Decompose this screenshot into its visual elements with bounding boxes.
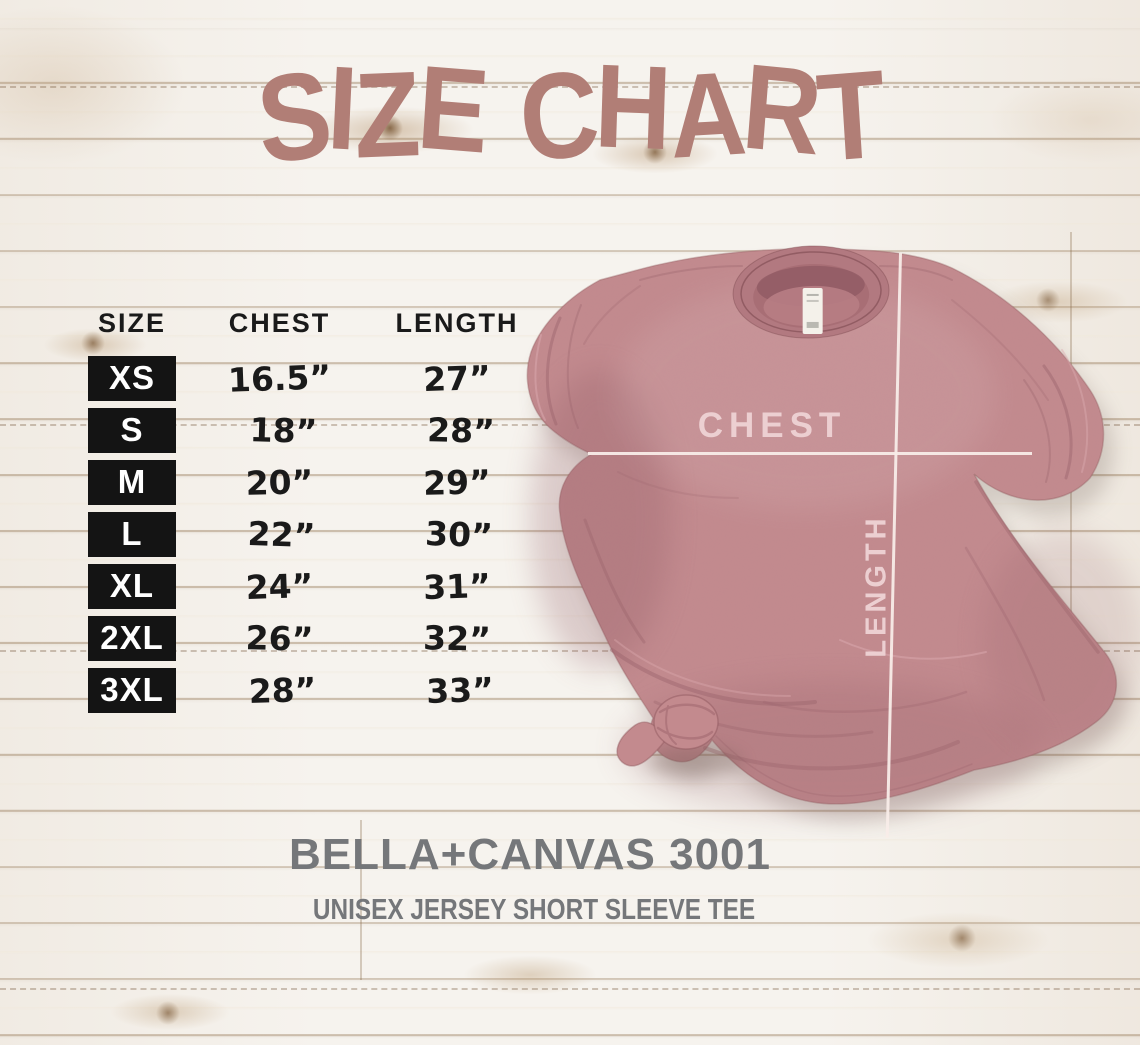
plank-crack (360, 820, 362, 980)
hem-knot (616, 694, 743, 777)
length-value: 33” (425, 669, 495, 711)
left-sleeve-cuff (534, 304, 582, 429)
chest-measure-line (588, 452, 1032, 455)
size-badge: 3XL (88, 667, 176, 713)
length-value: 32” (422, 617, 492, 659)
length-value: 31” (422, 565, 492, 607)
chest-value: 24” (245, 565, 314, 607)
shade-hem (620, 680, 1040, 816)
product-text: UNISEX JERSEY SHORT SLEEVE TEE (312, 894, 756, 926)
column-header-size: SIZE (97, 308, 166, 338)
shade-right (982, 530, 1140, 750)
chest-value: 28” (248, 669, 317, 711)
collar (732, 245, 890, 339)
size-table: SIZE CHEST LENGTH XS 16.5” 27” S 18” 28”… (72, 300, 547, 716)
size-badge: XS (88, 355, 176, 401)
length-label: LENGTH (860, 514, 893, 658)
collar-tag (802, 287, 823, 334)
length-value: 28” (426, 409, 496, 451)
chest-value: 20” (245, 461, 314, 503)
tshirt (526, 245, 1140, 816)
length-value: 30” (424, 513, 494, 555)
chest-value: 18” (249, 409, 318, 451)
size-badge: XL (88, 563, 176, 609)
length-value: 29” (422, 461, 492, 503)
size-badge: 2XL (88, 615, 176, 661)
right-sleeve-cuff (1023, 349, 1089, 483)
chest-label: CHEST (697, 406, 847, 445)
size-badge: S (88, 407, 176, 453)
column-header-length: LENGTH (395, 308, 519, 338)
size-badge: M (88, 459, 176, 505)
length-value: 27” (422, 357, 492, 399)
chest-value: 26” (245, 617, 314, 659)
chest-value: 16.5” (227, 356, 332, 400)
plank-seam (0, 86, 1140, 88)
brand-text: BELLA+CANVAS 3001 (289, 830, 771, 879)
page-title: SIZE CHART (251, 38, 888, 191)
chest-value: 22” (247, 513, 316, 555)
column-header-chest: CHEST (228, 308, 331, 338)
wrinkle-highlights (614, 639, 987, 697)
plank-seam (0, 988, 1140, 990)
size-badge: L (88, 511, 176, 557)
